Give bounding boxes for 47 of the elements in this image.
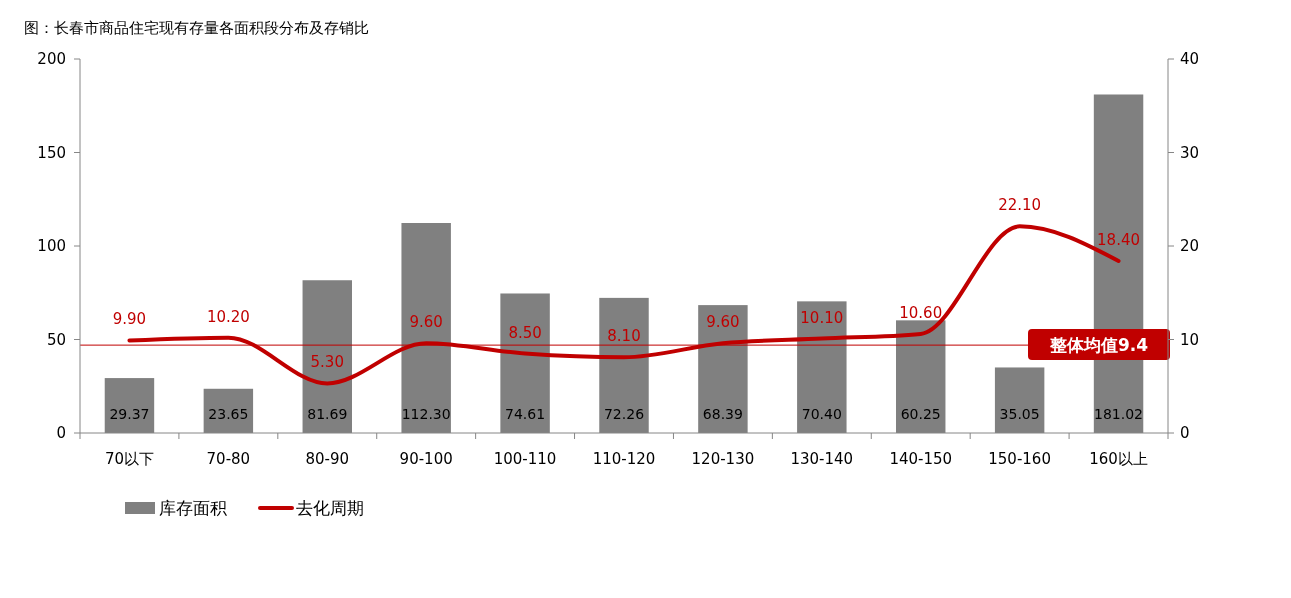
data-label: 112.30 (401, 406, 451, 422)
x-tick-label: 130-140 (790, 450, 854, 468)
data-label: 9.90 (112, 310, 147, 329)
data-label: 10.10 (800, 308, 844, 327)
data-label: 10.60 (899, 303, 943, 322)
x-tick-label: 70-80 (206, 450, 251, 468)
y-tick-label: 150 (37, 143, 66, 162)
data-label: 9.60 (706, 313, 740, 332)
legend-label: 去化周期 (296, 498, 364, 518)
data-label: 8.50 (508, 323, 542, 342)
y-tick-label: 50 (46, 330, 66, 349)
y2-tick-label: 0 (1180, 424, 1190, 442)
data-label: 35.05 (999, 406, 1040, 422)
x-tick-label: 150-160 (988, 450, 1051, 468)
y-tick-label: 0 (56, 424, 66, 442)
y2-tick-label: 10 (1180, 330, 1200, 349)
x-tick-label: 100-110 (493, 450, 557, 468)
chart-title: 图：长春市商品住宅现有存量各面积段分布及存销比 (24, 19, 369, 37)
data-label: 181.02 (1094, 406, 1144, 422)
x-tick-label: 160以上 (1089, 450, 1148, 468)
x-tick-label: 70以下 (104, 450, 154, 468)
data-label: 18.40 (1097, 230, 1141, 249)
data-label: 74.61 (505, 406, 546, 422)
y-tick-label: 100 (37, 237, 66, 255)
x-tick-label: 80-90 (305, 450, 350, 468)
y2-tick-label: 40 (1180, 50, 1200, 68)
x-tick-label: 110-120 (592, 450, 656, 468)
data-label: 5.30 (310, 353, 344, 372)
data-label: 23.65 (208, 406, 249, 422)
x-tick-label: 90-100 (399, 450, 453, 468)
y-tick-label: 200 (37, 50, 66, 68)
data-label: 29.37 (109, 406, 150, 422)
legend-label: 库存面积 (159, 498, 227, 518)
data-label: 81.69 (307, 406, 348, 422)
x-tick-label: 120-130 (691, 450, 755, 468)
data-label: 9.60 (409, 313, 443, 332)
x-tick-label: 140-150 (889, 450, 953, 468)
data-label: 22.10 (998, 196, 1042, 215)
data-label: 72.26 (603, 406, 645, 422)
data-label: 70.40 (801, 406, 842, 422)
data-label: 8.10 (607, 327, 641, 346)
data-label: 60.25 (900, 406, 941, 422)
ref-line-label: 整体均值9.4 (1048, 335, 1149, 356)
data-label: 68.39 (702, 406, 743, 422)
y2-tick-label: 20 (1180, 237, 1200, 255)
data-label: 10.20 (206, 307, 250, 326)
y2-tick-label: 30 (1180, 143, 1200, 162)
